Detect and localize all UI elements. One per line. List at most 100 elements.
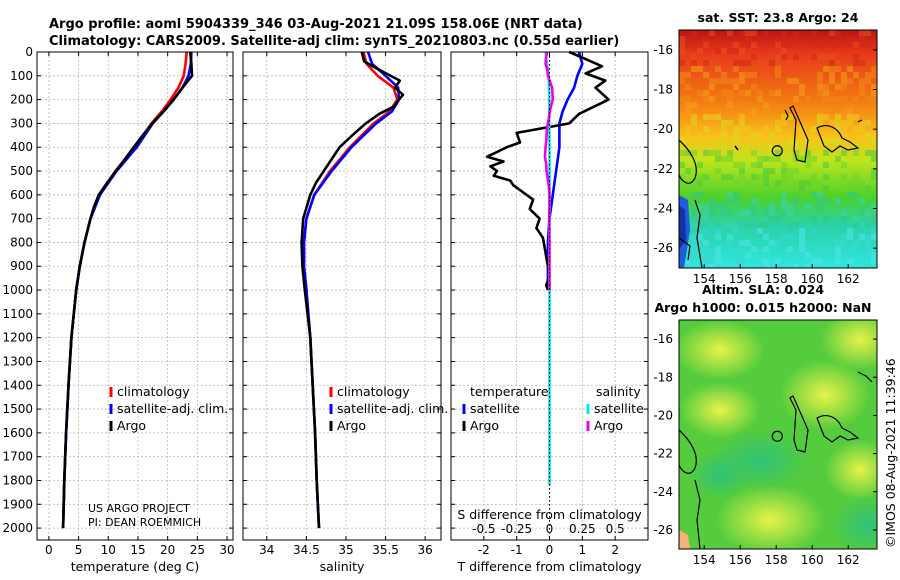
map-y-tick-label: -26 <box>653 241 673 255</box>
y-tick-label: 300 <box>10 116 33 130</box>
legend-label: Argo <box>470 418 499 433</box>
x-tick-label: -2 <box>478 543 490 557</box>
legend-label: satellite <box>470 401 520 416</box>
map-x-tick-label: 156 <box>729 272 752 286</box>
profile-location-marker <box>771 145 783 157</box>
legend-title-salinity: salinity <box>596 384 641 399</box>
y-tick-label: 1800 <box>2 473 33 487</box>
map-x-tick-label: 160 <box>801 272 824 286</box>
s-tick-label: 0.25 <box>569 522 596 536</box>
sla-map: Altim. SLA: 0.024 Argo h1000: 0.015 h200… <box>653 282 878 567</box>
map-x-tick-label: 154 <box>693 553 716 567</box>
sst-map-frame <box>678 29 878 269</box>
series-line-argo <box>300 51 405 529</box>
header-line-2: Climatology: CARS2009. Satellite-adj cli… <box>49 34 619 49</box>
legend-label: Argo <box>117 418 146 433</box>
map-y-tick-label: -18 <box>653 370 673 384</box>
x-tick-label: 5 <box>75 543 83 557</box>
x-tick-label: 2 <box>611 543 619 557</box>
legend-label: Argo <box>337 418 366 433</box>
sst-map-title: sat. SST: 23.8 Argo: 24 <box>698 10 859 25</box>
sla-map-title-1: Altim. SLA: 0.024 <box>702 282 824 297</box>
map-y-tick-label: -24 <box>653 202 673 216</box>
map-y-tick-label: -20 <box>653 122 673 136</box>
y-tick-label: 1400 <box>2 378 33 392</box>
axes-frame <box>36 51 234 541</box>
legend-label: Argo <box>594 418 623 433</box>
map-y-tick-label: -16 <box>653 332 673 346</box>
legend-label: satellite-adj. clim. <box>117 401 228 416</box>
map-y-tick-label: -18 <box>653 83 673 97</box>
x-axis-label: T difference from climatology <box>456 559 642 574</box>
imos-watermark: ©IMOS 08-Aug-2021 11:39:46 <box>883 358 898 548</box>
s-tick-label: -0.5 <box>472 522 495 536</box>
y-tick-label: 1900 <box>2 497 33 511</box>
x-tick-label: 36 <box>418 543 433 557</box>
x-tick-label: 34 <box>259 543 274 557</box>
x-tick-label: 1 <box>579 543 587 557</box>
credit-line-1: US ARGO PROJECT <box>88 502 190 515</box>
x-axis-label: temperature (deg C) <box>71 559 200 574</box>
map-y-tick-label: -16 <box>653 43 673 57</box>
s-tick-label: 0.5 <box>606 522 625 536</box>
y-tick-label: 700 <box>10 212 33 226</box>
x-axis-label: salinity <box>320 559 365 574</box>
x-tick-label: 34.5 <box>293 543 320 557</box>
header-line-1: Argo profile: aoml 5904339_346 03-Aug-20… <box>49 17 583 32</box>
series-line-t-argo <box>485 50 610 291</box>
x-tick-label: 10 <box>101 543 116 557</box>
map-x-tick-label: 156 <box>729 553 752 567</box>
y-tick-label: 400 <box>10 140 33 154</box>
s-tick-label: 0 <box>546 522 554 536</box>
map-y-tick-label: -22 <box>653 447 673 461</box>
y-tick-label: 1500 <box>2 402 33 416</box>
y-tick-label: 1200 <box>2 331 33 345</box>
y-tick-label: 900 <box>10 259 33 273</box>
map-y-tick-label: -20 <box>653 408 673 422</box>
y-tick-label: 1000 <box>2 283 33 297</box>
map-x-tick-label: 158 <box>765 272 788 286</box>
y-tick-label: 1100 <box>2 307 33 321</box>
y-tick-label: 2000 <box>2 521 33 535</box>
difference-axes: -2 -1 0 1 2 T difference from climatology temp… <box>450 50 649 574</box>
profile-location-marker <box>771 430 783 442</box>
x-tick-label: 0 <box>546 543 554 557</box>
map-x-tick-label: 162 <box>837 272 860 286</box>
s-axis-label: S difference from climatology <box>457 507 642 522</box>
map-x-tick-label: 158 <box>765 553 788 567</box>
temperature-axes: 0 5 10 15 20 25 300100200300400500600700800900… <box>2 45 234 574</box>
y-tick-label: 200 <box>10 93 33 107</box>
map-x-tick-label: 162 <box>837 553 860 567</box>
legend-title-temperature: temperature <box>470 384 549 399</box>
x-tick-label: 35.5 <box>372 543 399 557</box>
map-x-tick-label: 154 <box>693 272 716 286</box>
x-tick-label: 35 <box>338 543 353 557</box>
y-tick-label: 600 <box>10 188 33 202</box>
y-tick-label: 1700 <box>2 450 33 464</box>
y-tick-label: 1600 <box>2 426 33 440</box>
x-tick-label: -1 <box>511 543 523 557</box>
y-tick-label: 800 <box>10 235 33 249</box>
axes-frame <box>242 51 442 541</box>
legend-label: climatology <box>337 384 410 399</box>
credit-line-2: PI: DEAN ROEMMICH <box>88 516 201 529</box>
s-tick-label: -0.25 <box>501 522 532 536</box>
x-tick-label: 25 <box>190 543 205 557</box>
x-tick-label: 0 <box>45 543 53 557</box>
map-y-tick-label: -24 <box>653 485 673 499</box>
y-tick-label: 0 <box>25 45 33 59</box>
sst-map: sat. SST: 23.8 Argo: 24 154 156 158 160 162 -… <box>653 10 878 286</box>
legend-label: climatology <box>117 384 190 399</box>
sla-map-title-2: Argo h1000: 0.015 h2000: NaN <box>654 300 871 315</box>
map-y-tick-label: -22 <box>653 162 673 176</box>
map-x-tick-label: 160 <box>801 553 824 567</box>
y-tick-label: 500 <box>10 164 33 178</box>
x-tick-label: 15 <box>130 543 145 557</box>
series-line-argo <box>61 51 194 529</box>
legend-label: satellite <box>594 401 644 416</box>
x-tick-label: 30 <box>219 543 234 557</box>
legend-label: satellite-adj. clim. <box>337 401 448 416</box>
sla-map-frame <box>678 319 878 550</box>
y-tick-label: 100 <box>10 69 33 83</box>
